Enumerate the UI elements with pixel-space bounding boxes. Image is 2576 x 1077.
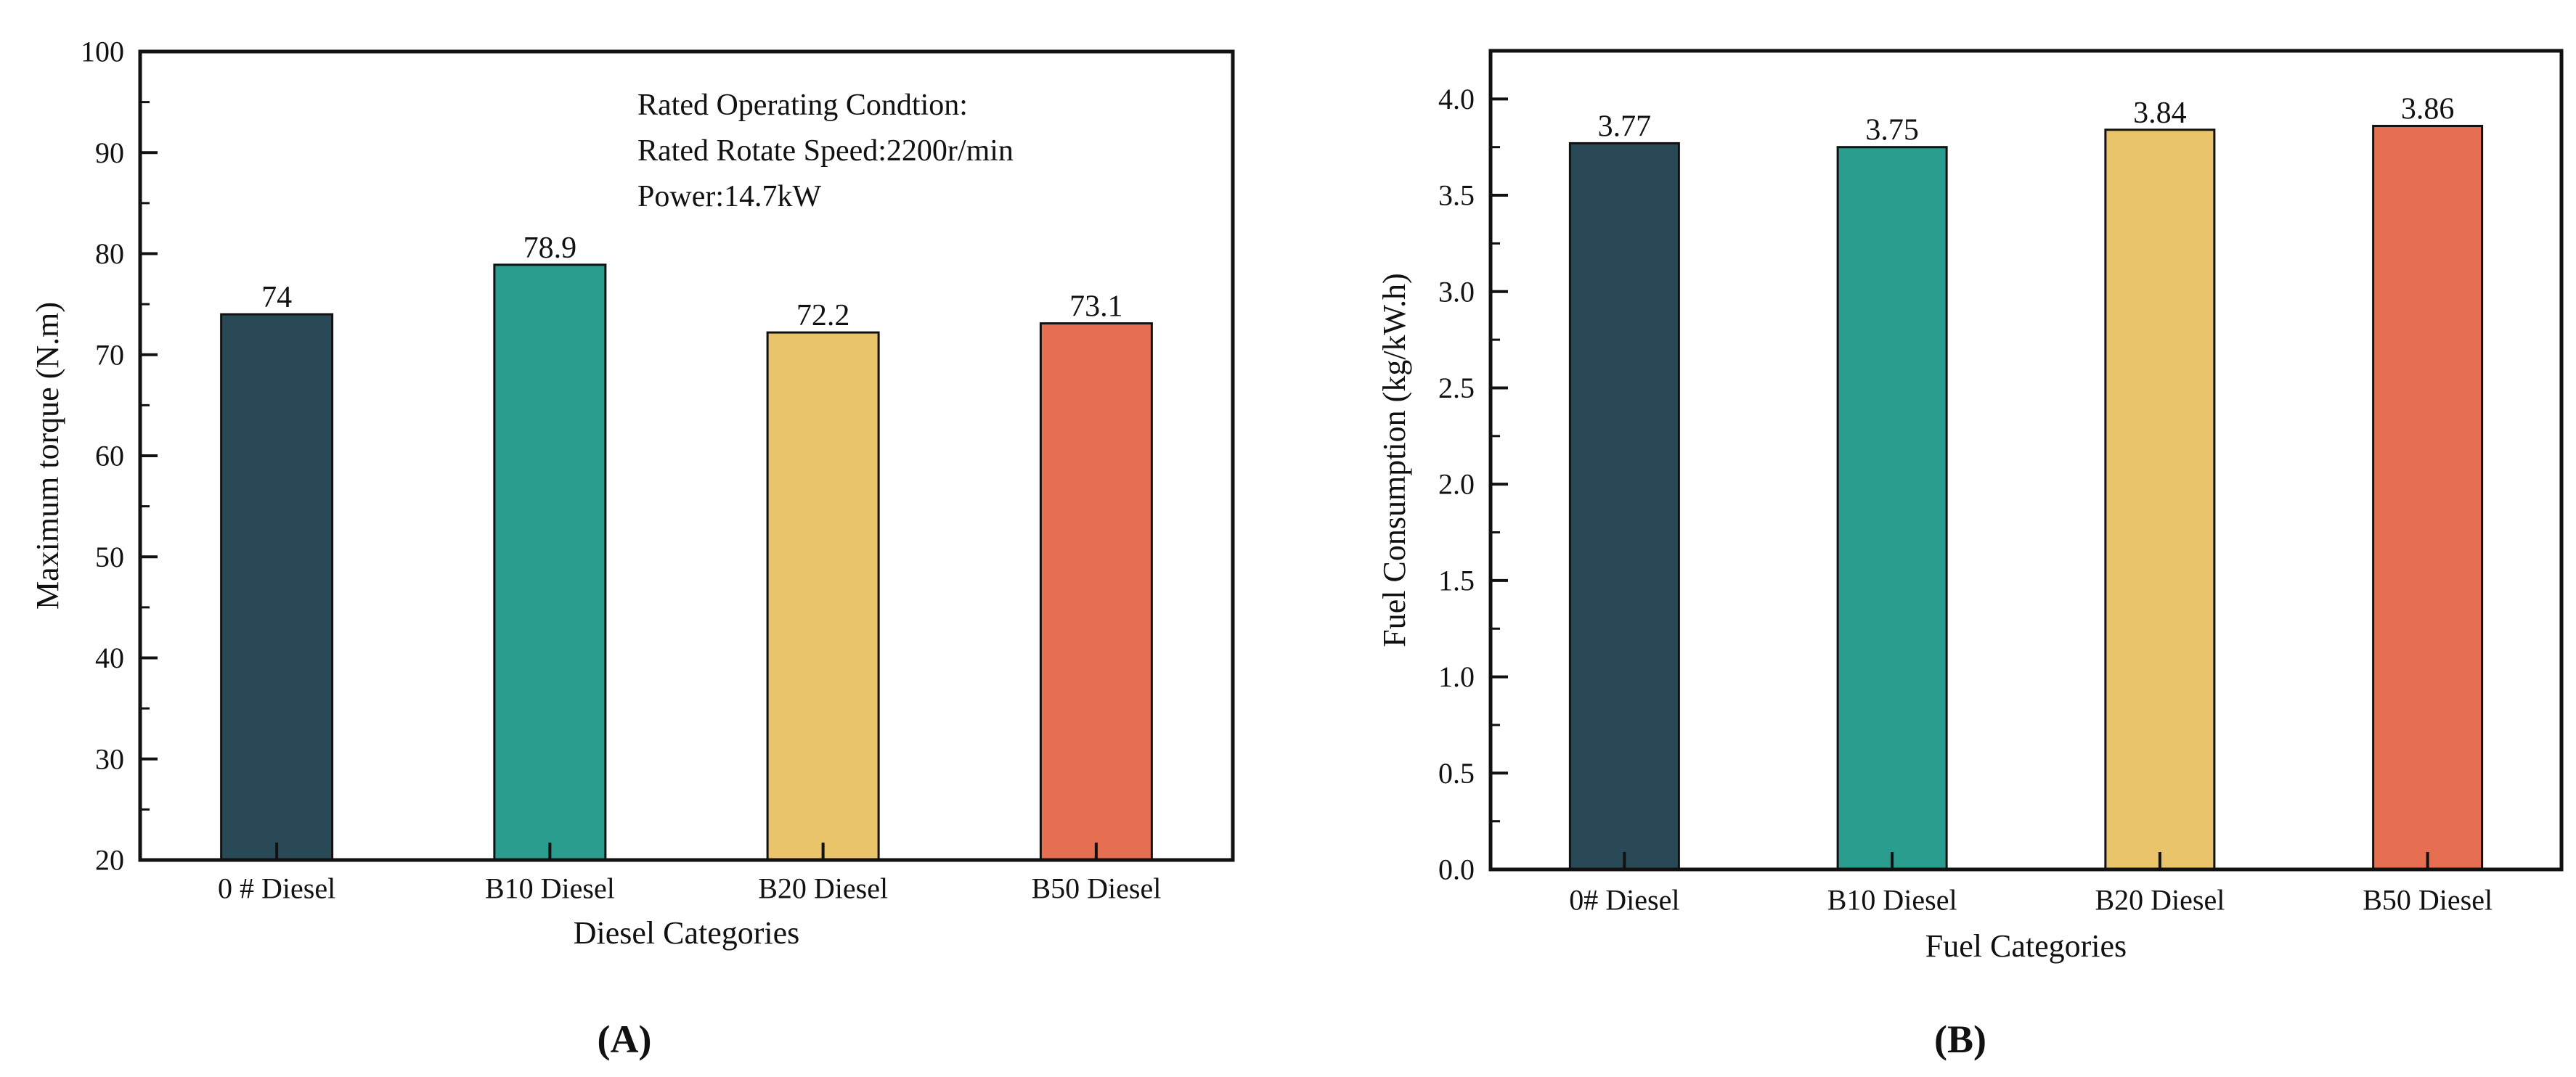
bar-b50-diesel	[1039, 322, 1153, 861]
y-tick-label: 50	[95, 541, 124, 573]
y-tick-label: 4.0	[1438, 83, 1475, 115]
y-tick-label: 80	[95, 237, 124, 270]
bar-b50-diesel	[2372, 125, 2484, 871]
x-category-label: B20 Diesel	[2095, 884, 2225, 917]
chart-panel-b: 0.0 0.5 1.0 1.5 2.0 2.5 3.0 3.5 4.0 3.77 3.75 3.84 3…	[1377, 49, 2564, 1061]
plot-frame	[1488, 49, 2564, 872]
bar-b10-diesel	[1836, 146, 1948, 871]
annotation-line: Rated Operating Condtion:	[637, 89, 968, 122]
bar-value-label: 73.1	[1069, 290, 1123, 324]
bar-value-label: 3.86	[2401, 93, 2455, 126]
panel-label: (B)	[1934, 1017, 1986, 1061]
x-category-label: B10 Diesel	[485, 872, 615, 905]
bar-value-label: 74	[261, 281, 292, 314]
x-category-label: B20 Diesel	[758, 872, 888, 905]
bar-b20-diesel	[2104, 128, 2216, 871]
bar-value-label: 3.77	[1598, 110, 1652, 143]
bar-value-label: 3.75	[1865, 114, 1919, 147]
x-category-label: B10 Diesel	[1827, 884, 1957, 917]
x-axis-title: Diesel Categories	[574, 915, 800, 951]
annotation-line: Rated Rotate Speed:2200r/min	[637, 134, 1014, 168]
x-category-label: B50 Diesel	[1031, 872, 1161, 905]
annotation-line: Power:14.7kW	[637, 180, 821, 213]
bar-value-label: 78.9	[523, 232, 577, 265]
bar-value-label: 72.2	[796, 299, 850, 332]
bar-b20-diesel	[766, 331, 880, 861]
panel-label: (A)	[598, 1017, 652, 1061]
x-category-label: 0# Diesel	[1569, 884, 1679, 917]
chart-panel-a: 20 30 40 50 60 70 80 90 100 74 78.9 72.2 73.1 0 # Die…	[30, 36, 1235, 1061]
y-tick-label: 3.0	[1438, 275, 1475, 308]
x-category-label: 0 # Diesel	[218, 872, 335, 905]
plot-frame	[138, 49, 1235, 862]
bar-b10-diesel	[493, 263, 607, 861]
y-tick-label: 2.5	[1438, 372, 1475, 404]
y-tick-label: 0.0	[1438, 853, 1475, 886]
y-axis-title: Maximum torque (N.m)	[30, 302, 65, 610]
x-category-label: B50 Diesel	[2363, 884, 2493, 917]
y-tick-label: 20	[95, 844, 124, 877]
y-tick-label: 90	[95, 136, 124, 169]
bar-value-label: 3.84	[2133, 97, 2187, 130]
y-axis-title: Fuel Consumption (kg/kW.h)	[1377, 273, 1412, 647]
bar-0-diesel	[1568, 142, 1680, 871]
y-tick-label: 40	[95, 642, 124, 674]
bar-0-diesel	[220, 313, 334, 861]
y-tick-label: 1.0	[1438, 660, 1475, 693]
y-tick-label: 30	[95, 742, 124, 775]
y-tick-label: 1.5	[1438, 564, 1475, 597]
y-tick-label: 3.5	[1438, 179, 1475, 212]
y-tick-label: 60	[95, 440, 124, 472]
y-tick-label: 100	[81, 36, 124, 68]
y-tick-label: 2.0	[1438, 468, 1475, 501]
y-tick-label: 0.5	[1438, 757, 1475, 790]
x-axis-title: Fuel Categories	[1925, 928, 2127, 964]
y-tick-label: 70	[95, 338, 124, 371]
